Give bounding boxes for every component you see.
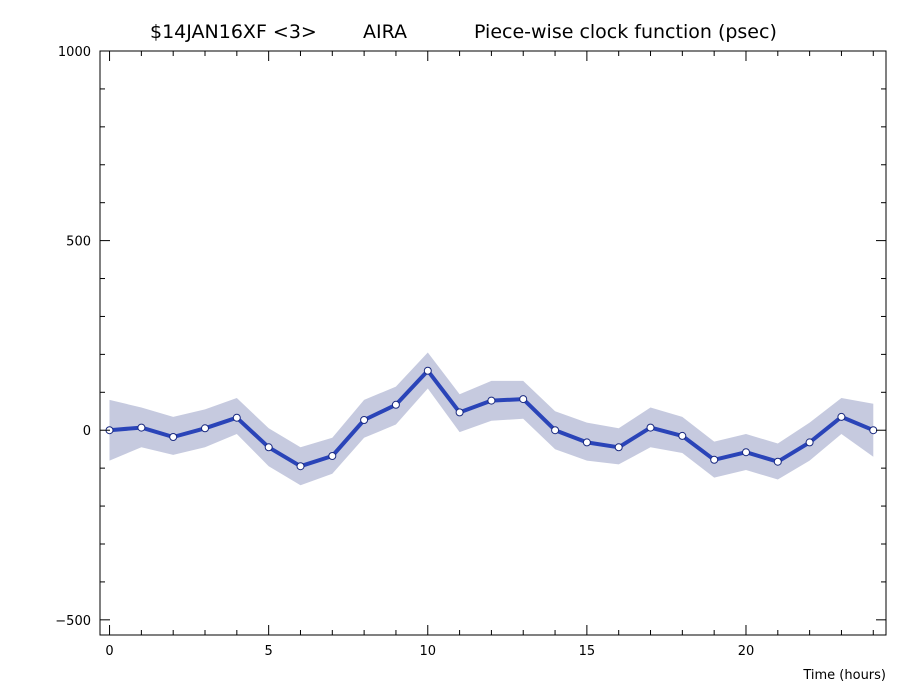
axis-ticks: [100, 50, 886, 635]
uncertainty-band-layer: [109, 352, 874, 486]
data-point: [805, 438, 814, 447]
data-point: [614, 443, 623, 452]
y-tick-label: 1000: [58, 45, 91, 60]
title-description: Piece-wise clock function (psec): [474, 21, 777, 43]
data-point: [232, 413, 241, 422]
data-point: [837, 412, 846, 421]
data-point-layer: [105, 366, 878, 471]
data-point: [201, 424, 209, 433]
y-tick-label: −500: [55, 614, 91, 629]
data-point: [742, 448, 750, 457]
x-tick-label: 10: [420, 644, 437, 659]
data-point: [646, 423, 655, 432]
data-point: [487, 396, 496, 405]
x-tick-label: 5: [265, 644, 273, 659]
data-point: [869, 426, 878, 435]
data-point: [423, 366, 432, 375]
x-tick-label: 0: [105, 644, 113, 659]
data-point: [296, 462, 305, 471]
chart-title: $14JAN16XF <3> AIRA Piece-wise clock fun…: [150, 21, 777, 43]
title-experiment: $14JAN16XF <3>: [150, 21, 317, 43]
x-tick-label: 15: [579, 644, 596, 659]
data-point: [264, 443, 273, 452]
title-station: AIRA: [363, 21, 407, 43]
data-point: [328, 452, 337, 460]
data-point: [519, 395, 528, 404]
data-point: [455, 408, 464, 417]
uncertainty-band: [109, 352, 874, 486]
y-tick-labels: −500 0 500 1000: [55, 45, 91, 629]
data-point: [169, 433, 178, 441]
y-tick-label: 500: [66, 235, 91, 250]
data-point: [678, 431, 687, 440]
data-point: [582, 438, 591, 447]
data-point: [773, 457, 782, 466]
data-point: [391, 400, 400, 409]
x-axis-label: Time (hours): [802, 668, 886, 683]
data-point: [360, 416, 369, 424]
data-point: [551, 426, 560, 435]
x-tick-label: 20: [738, 644, 755, 659]
data-point: [137, 423, 146, 432]
plot-frame: [99, 50, 887, 636]
y-tick-label: 0: [83, 424, 91, 439]
x-tick-labels: 0 5 10 15 20: [105, 644, 754, 659]
data-point: [710, 455, 719, 464]
